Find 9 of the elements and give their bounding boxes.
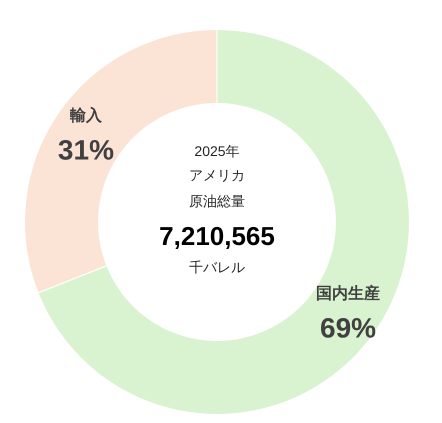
text: 千バレル [189,259,245,275]
slice-label: 国内生産 [316,284,380,303]
text: 原油総量 [189,193,245,209]
text: アメリカ [189,167,245,183]
data-label: 69% [320,312,376,344]
slice-label: 輸入 [68,106,103,124]
text: 2025年 [194,143,240,159]
data-label: 31% [58,134,114,166]
text: 7,210,565 [159,221,275,251]
